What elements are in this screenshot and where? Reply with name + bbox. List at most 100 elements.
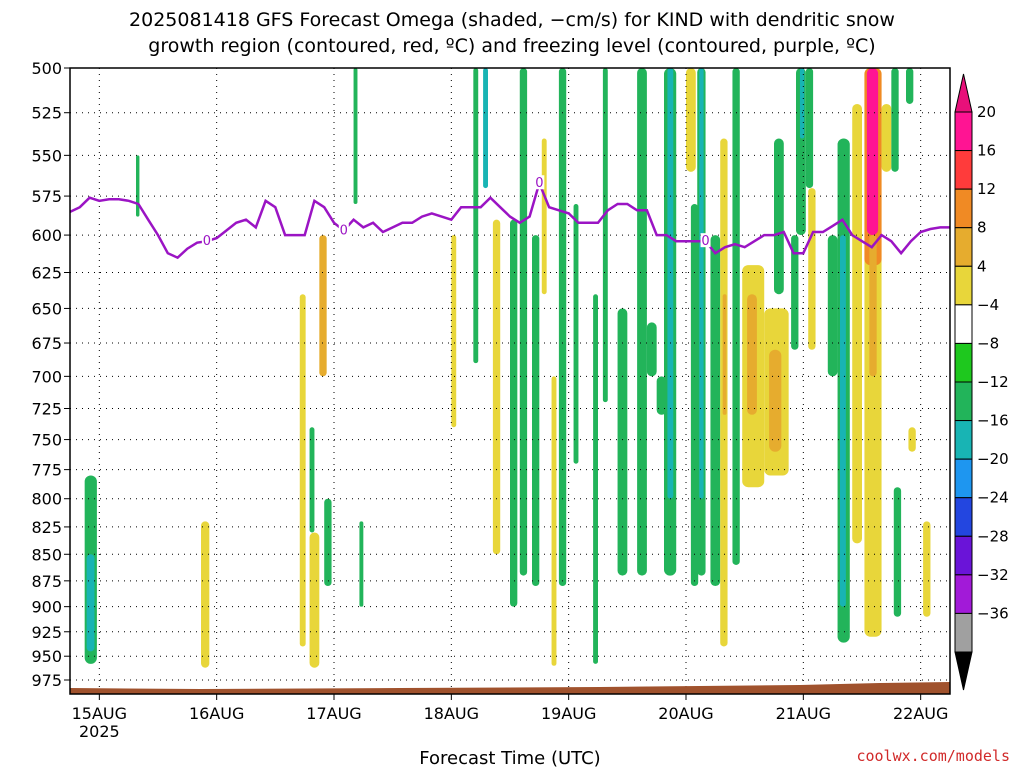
omega-region	[483, 68, 488, 189]
freezing-label-bg	[534, 175, 545, 190]
omega-region	[908, 427, 916, 452]
freezing-level-label: 0	[203, 234, 211, 249]
y-tick-label: 725	[31, 400, 62, 419]
omega-region	[893, 487, 902, 617]
y-tick-label: 775	[31, 461, 62, 480]
y-tick-label: 600	[31, 226, 62, 245]
freezing-level-contour	[70, 179, 950, 260]
colorbar-swatch	[954, 227, 973, 267]
credit-text: coolwx.com/models	[856, 747, 1010, 765]
y-tick-label: 875	[31, 572, 62, 591]
omega-region	[319, 235, 327, 377]
colorbar-swatch	[954, 150, 973, 190]
colorbar-swatch	[954, 574, 973, 614]
omega-region	[881, 103, 892, 172]
omega-region	[573, 204, 579, 464]
omega-region	[602, 68, 608, 403]
y-tick-label: 800	[31, 490, 62, 509]
colorbar-label: 4	[977, 257, 987, 275]
x-tick-label: 20AUG	[658, 704, 713, 723]
omega-region	[699, 68, 704, 499]
colorbar-label: 20	[977, 103, 996, 121]
colorbar-swatch	[954, 188, 973, 229]
y-tick-label: 675	[31, 334, 62, 353]
freezing-label-bg	[201, 233, 212, 248]
colorbar: 20 16 12 8 4 −4 −8 −12 −16 −20 −24 −28 −32 −36	[954, 73, 1009, 691]
colorbar-bottom-arrow	[954, 651, 973, 691]
colorbar-label: −12	[977, 373, 1009, 391]
omega-region	[646, 322, 657, 377]
omega-region	[923, 521, 931, 617]
colorbar-swatch	[954, 535, 973, 576]
x-tick-label: 22AUG	[893, 704, 948, 723]
omega-region	[359, 521, 364, 607]
x-axis-label: Forecast Time (UTC)	[419, 748, 600, 768]
omega-region	[805, 68, 814, 189]
omega-region	[891, 68, 899, 172]
omega-region	[551, 376, 557, 666]
y-tick-label: 950	[31, 647, 62, 666]
omega-region	[799, 68, 805, 139]
x-tick-year-label: 2025	[79, 722, 120, 741]
omega-region	[866, 68, 879, 236]
plot-frame	[69, 67, 951, 695]
y-tick-label: 550	[31, 146, 62, 165]
freezing-level-label: 0	[535, 176, 543, 191]
plot-area: 0 0 0 0	[69, 67, 951, 695]
y-tick-label: 700	[31, 367, 62, 386]
y-tick-label: 925	[31, 623, 62, 642]
x-tick-label: 15AUG	[72, 704, 127, 723]
y-tick-label: 575	[31, 187, 62, 206]
colorbar-swatch	[954, 342, 973, 383]
omega-region	[451, 235, 457, 428]
colorbar-label: 16	[977, 142, 996, 160]
y-tick-label: 625	[31, 263, 62, 282]
colorbar-label: −16	[977, 412, 1009, 430]
chart-title-line-1: 2025081418 GFS Forecast Omega (shaded, −…	[129, 9, 895, 31]
y-tick-label: 650	[31, 299, 62, 318]
colorbar-swatch	[954, 420, 973, 460]
freezing-label-bg	[700, 233, 711, 248]
x-tick-label: 17AUG	[306, 704, 361, 723]
chart-title-line-2: growth region (contoured, red, ºC) and f…	[148, 35, 875, 57]
colorbar-label: −20	[977, 450, 1009, 468]
x-tick-label: 18AUG	[424, 704, 479, 723]
x-tick-label: 16AUG	[189, 704, 244, 723]
omega-region	[710, 235, 721, 587]
omega-region	[840, 235, 846, 607]
omega-region	[532, 235, 540, 587]
omega-region	[136, 155, 140, 217]
omega-region	[769, 349, 782, 452]
omega-region	[774, 138, 784, 295]
omega-region	[558, 68, 567, 587]
colorbar-label: −32	[977, 566, 1009, 584]
omega-region	[201, 521, 210, 668]
omega-region	[324, 498, 332, 587]
omega-region	[593, 294, 598, 664]
y-tick-label: 500	[31, 59, 62, 78]
omega-region	[690, 204, 699, 587]
omega-region	[309, 532, 320, 668]
freezing-label-bg	[338, 222, 349, 237]
colorbar-swatch	[954, 458, 973, 499]
omega-shading	[84, 68, 931, 668]
omega-region	[541, 138, 547, 295]
omega-region	[722, 294, 727, 415]
omega-region	[492, 219, 501, 555]
y-tick-label: 975	[31, 671, 62, 690]
y-tick-label: 750	[31, 431, 62, 450]
omega-region	[617, 308, 628, 576]
omega-region	[667, 68, 674, 499]
colorbar-label: −36	[977, 604, 1009, 622]
colorbar-swatch	[954, 304, 973, 344]
omega-region	[808, 188, 816, 350]
colorbar-swatch	[954, 497, 973, 537]
omega-region	[869, 235, 877, 377]
colorbar-label: −4	[977, 296, 999, 314]
omega-region	[791, 235, 799, 350]
colorbar-label: −8	[977, 334, 999, 352]
colorbar-top-arrow	[954, 73, 973, 113]
omega-region	[299, 294, 306, 647]
